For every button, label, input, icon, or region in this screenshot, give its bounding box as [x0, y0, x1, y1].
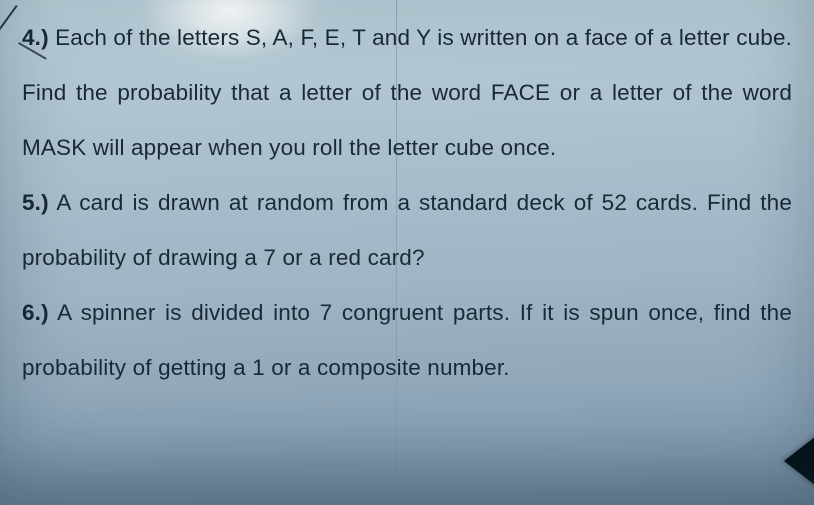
- problem-4: 4.) Each of the letters S, A, F, E, T an…: [22, 10, 792, 175]
- problem-text-4: Each of the letters S, A, F, E, T and Y …: [22, 25, 792, 160]
- problem-6: 6.) A spinner is divided into 7 congruen…: [22, 285, 792, 395]
- problem-number-6: 6.): [22, 300, 49, 325]
- problem-number-4: 4.): [22, 10, 49, 65]
- problem-5: 5.) A card is drawn at random from a sta…: [22, 175, 792, 285]
- problem-text-6: A spinner is divided into 7 congruent pa…: [22, 300, 792, 380]
- worksheet-sheet: 4.) Each of the letters S, A, F, E, T an…: [0, 0, 814, 505]
- problem-number-5: 5.): [22, 190, 49, 215]
- problem-text-5: A card is drawn at random from a standar…: [22, 190, 792, 270]
- page-corner-wedge: [784, 433, 814, 489]
